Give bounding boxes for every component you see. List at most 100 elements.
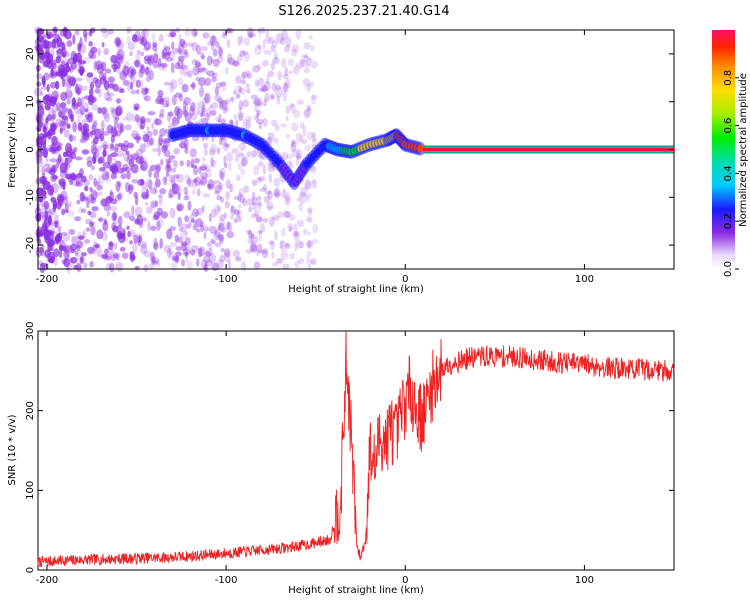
spectrogram-noise-point [119, 70, 128, 81]
spectrogram-noise-point [145, 74, 151, 83]
spectrogram-noise-point [228, 161, 232, 171]
spectrogram-noise-point [96, 229, 104, 240]
spectrogram-noise-point [55, 102, 62, 111]
spectrogram-noise-point [295, 155, 299, 167]
spectrogram-noise-point [38, 32, 47, 40]
spectrogram-noise-point [158, 195, 163, 206]
spectrogram-noise-point [184, 112, 192, 122]
spectrogram-noise-point [175, 173, 184, 183]
spectrogram-noise-point [126, 36, 131, 45]
spectrogram-noise-point [300, 121, 305, 130]
spectrogram-noise-point [153, 53, 159, 63]
snr-ytick-label: 100 [25, 481, 36, 500]
spectrogram-noise-point [203, 224, 209, 232]
spectrogram-noise-point [260, 222, 266, 234]
spectrogram-noise-point [201, 105, 206, 110]
spectrogram-noise-point [218, 234, 224, 244]
spectrogram-noise-point [294, 231, 300, 242]
spectrogram-noise-point [197, 101, 205, 110]
spectrogram-noise-point [251, 191, 256, 201]
spectrogram-noise-point [184, 26, 190, 38]
spectrogram-noise-point [126, 170, 131, 180]
spectrogram-noise-point [192, 27, 197, 39]
spectrogram-noise-point [259, 187, 267, 193]
spectrogram-noise-point [242, 71, 249, 79]
spectrogram-noise-point [230, 96, 235, 103]
spectrogram-noise-point [279, 240, 288, 251]
spectrogram-noise-point [214, 228, 221, 238]
spectrogram-noise-point [169, 242, 177, 247]
spectrogram-noise-point [233, 209, 240, 215]
spectrogram-noise-point [195, 218, 203, 228]
spectrogram-noise-point [200, 259, 208, 270]
spectrogram-noise-point [43, 121, 49, 133]
snr-ytick-label: 300 [25, 321, 36, 340]
spectrogram-noise-point [214, 204, 220, 216]
spectrogram-noise-point [288, 225, 293, 232]
spectrogram-noise-point [237, 161, 243, 171]
spectrogram-noise-point [138, 235, 143, 243]
spectrogram-noise-point [162, 44, 167, 52]
spectrogram-noise-point [200, 111, 204, 118]
spectrogram-noise-point [158, 138, 164, 146]
spectrogram-noise-point [262, 164, 267, 175]
spectrogram-noise-point [86, 160, 93, 168]
spectrogram-noise-point [39, 91, 44, 96]
spectrogram-noise-point [201, 97, 207, 108]
spectrogram-noise-point [109, 143, 115, 149]
spectrogram-noise-point [112, 211, 117, 221]
spectrogram-noise-point [149, 251, 155, 262]
spectrogram-noise-point [221, 81, 227, 92]
spectrogram-noise-point [61, 115, 69, 121]
spectrogram-noise-point [139, 178, 145, 186]
spectrogram-noise-point [216, 55, 224, 64]
spectrogram-xtick-label: -100 [215, 274, 238, 285]
spectrogram-noise-point [64, 203, 69, 213]
spectrogram-noise-point [122, 79, 130, 86]
colorbar-tick-label: 0.0 [723, 261, 734, 277]
spectrogram-noise-point [53, 241, 59, 246]
spectrogram-noise-point [115, 37, 122, 48]
spectrogram-noise-point [157, 89, 164, 98]
spectrogram-noise-point [310, 178, 317, 184]
spectrogram-noise-point [84, 113, 91, 119]
spectrogram-noise-point [71, 78, 77, 84]
spectrogram-noise-point [221, 100, 229, 111]
spectrogram-noise-point [255, 118, 264, 125]
spectrogram-noise-point [261, 248, 269, 259]
spectrogram-noise-point [76, 262, 82, 273]
spectrogram-noise-point [289, 102, 295, 109]
spectrogram-noise-point [177, 59, 184, 69]
spectrogram-noise-point [242, 118, 248, 130]
spectrogram-noise-point [83, 262, 88, 269]
spectrogram-noise-point [103, 248, 109, 255]
spectrogram-noise-point [168, 155, 176, 160]
spectrogram-noise-point [279, 239, 284, 250]
spectrogram-noise-point [281, 188, 287, 199]
spectrogram-noise-point [109, 205, 118, 212]
spectrogram-noise-point [178, 142, 187, 149]
spectrogram-noise-point [79, 136, 84, 144]
spectrogram-noise-point [52, 200, 58, 210]
spectrogram-noise-point [47, 219, 55, 226]
spectrogram-noise-point [158, 134, 163, 146]
spectrogram-noise-point [206, 183, 212, 189]
spectrogram-noise-point [163, 176, 168, 186]
spectrogram-noise-point [110, 152, 118, 158]
spectrogram-ytick-label: 10 [25, 95, 36, 108]
spectrogram-noise-point [207, 186, 212, 191]
spectrogram-noise-point [271, 82, 277, 92]
spectrogram-noise-point [69, 256, 78, 264]
spectrogram-noise-point [208, 148, 216, 156]
spectrogram-noise-point [193, 31, 198, 36]
spectrogram-noise-point [151, 202, 156, 210]
spectrogram-noise-point [117, 193, 122, 201]
spectrogram-noise-point [283, 44, 291, 53]
spectrogram-noise-point [247, 70, 253, 80]
spectrogram-noise-point [124, 181, 130, 193]
spectrogram-noise-point [246, 73, 251, 79]
spectrogram-noise-point [237, 204, 243, 209]
spectrogram-noise-point [225, 190, 231, 200]
spectrogram-noise-point [71, 76, 76, 88]
spectrogram-noise-point [81, 251, 87, 257]
